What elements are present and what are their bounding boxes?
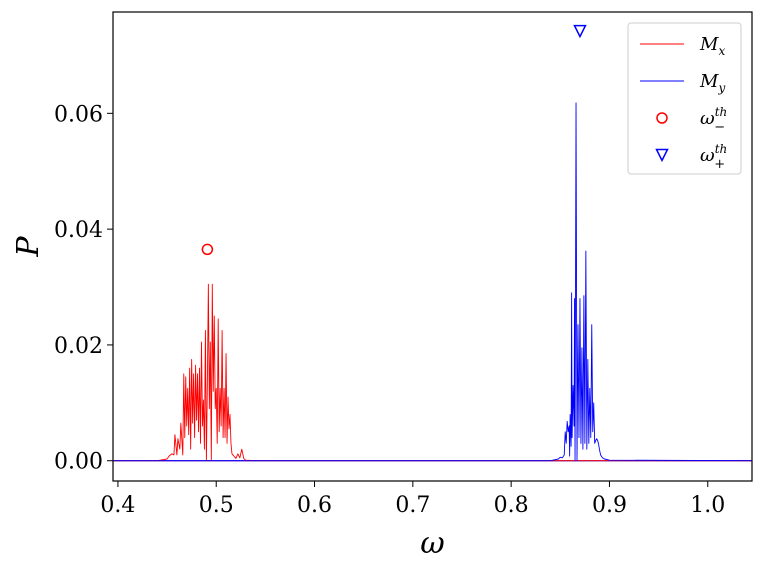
legend-label-subscript: x — [718, 44, 725, 58]
axes: 0.4 0.5 0.6 0.7 0.8 0.9 1.0 0.00 0.02 0.04 0.06 ω P — [11, 11, 753, 561]
x-tick-label: 0.9 — [592, 493, 627, 518]
legend-label-superscript: th — [715, 142, 728, 156]
x-tick-label: 0.6 — [297, 493, 332, 518]
y-axis-title: P — [11, 236, 46, 258]
legend-label-1: My — [699, 71, 725, 95]
legend-label-3: ωth + — [700, 142, 727, 172]
legend-label-base: M — [699, 34, 719, 55]
plot-frame — [112, 11, 753, 482]
x-axis-title: ω — [420, 526, 444, 561]
legend-label-subscript: y — [717, 81, 725, 95]
legend-marker-circle — [656, 112, 668, 124]
series-line-m-y — [113, 102, 752, 462]
x-tick-label: 0.5 — [199, 493, 234, 518]
legend-label-base: M — [699, 71, 719, 92]
legend-label-2: ωth − — [700, 105, 727, 135]
y-tick-label: 0.04 — [54, 218, 103, 243]
plot-area — [113, 24, 752, 462]
legend-label-base: ω — [700, 145, 715, 166]
x-tick-label: 1.0 — [690, 493, 725, 518]
legend-label-subscript: + — [714, 157, 725, 172]
marker-omega-plus-th-0 — [573, 24, 587, 39]
legend-label-subscript: − — [714, 120, 725, 135]
legend-marker-triangle — [655, 148, 669, 163]
y-tick-label: 0.00 — [54, 450, 103, 475]
legend-label-base: ω — [700, 108, 715, 129]
legend-label-superscript: th — [715, 105, 728, 119]
y-tick-label: 0.06 — [54, 102, 103, 127]
x-tick-label: 0.7 — [395, 493, 430, 518]
marker-omega-minus-th-0 — [201, 243, 214, 256]
y-tick-label: 0.02 — [54, 334, 103, 359]
legend-label-0: Mx — [699, 34, 725, 58]
x-tick-label: 0.8 — [494, 493, 529, 518]
series-line-m-x — [113, 283, 752, 462]
legend-box — [627, 22, 742, 175]
x-tick-label: 0.4 — [100, 493, 135, 518]
